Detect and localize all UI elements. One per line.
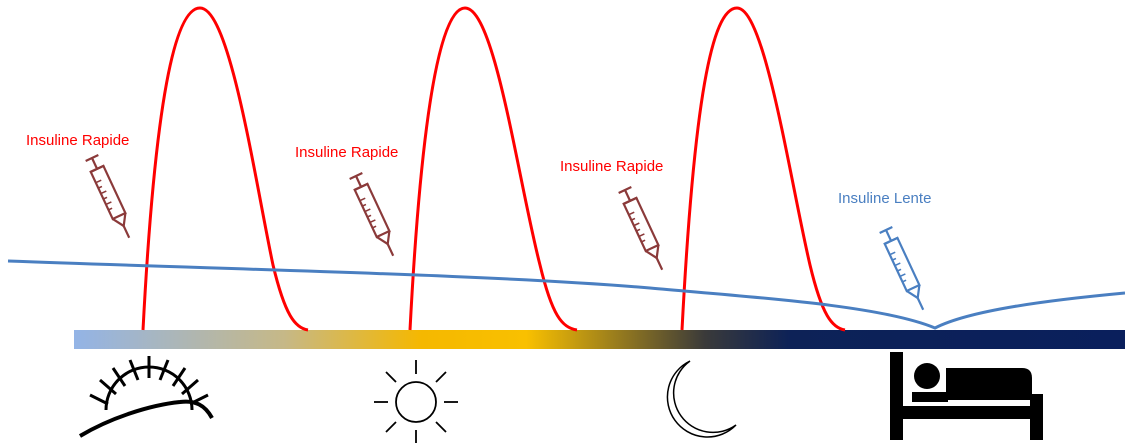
sun-icon [374,360,458,443]
slow-insulin-curve [7,259,1125,330]
moon-icon [666,360,737,438]
bed-icon [890,352,1043,440]
syringe-icon [347,171,402,261]
day-timeline-bar [74,330,1125,349]
slow-insulin-label: Insuline Lente [838,190,932,207]
rapid-insulin-label-evening: Insuline Rapide [560,158,664,175]
sunrise-icon [78,356,214,438]
rapid-insulin-label-morning: Insuline Rapide [26,132,130,149]
syringe-icon [616,185,671,275]
rapid-insulin-peak-noon [408,6,578,332]
rapid-insulin-peak-evening [680,6,846,332]
rapid-insulin-peak-morning [141,6,309,332]
syringe-icon [83,153,138,243]
rapid-insulin-label-noon: Insuline Rapide [295,144,399,161]
syringe-icon [877,225,932,315]
